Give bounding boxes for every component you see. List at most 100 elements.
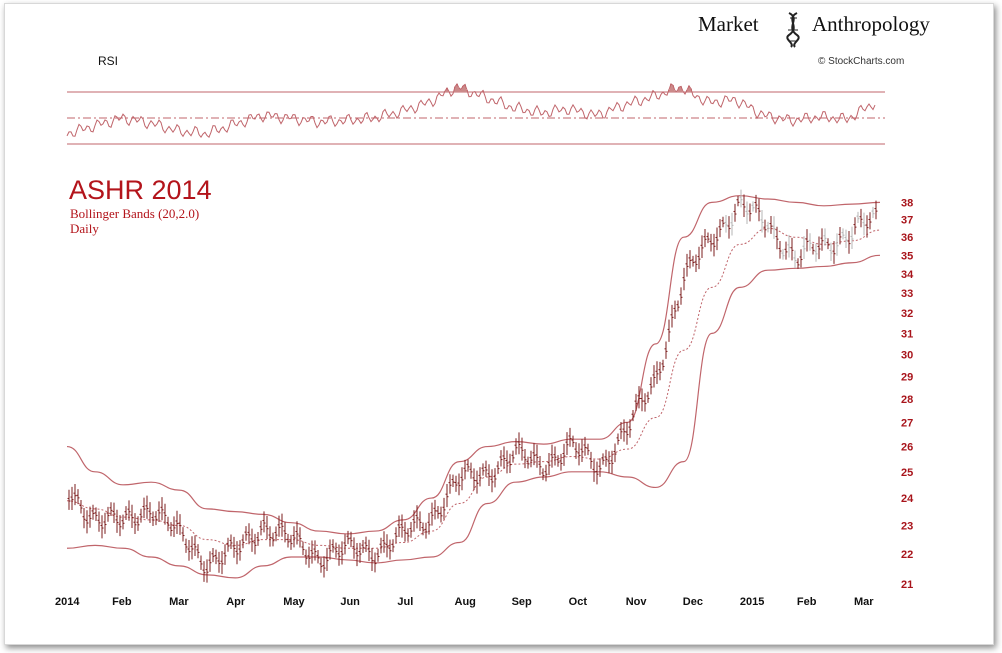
price-bar	[235, 541, 239, 565]
price-bar	[379, 537, 383, 554]
price-bar	[85, 510, 89, 534]
price-bar	[526, 456, 530, 469]
price-bar	[277, 515, 281, 537]
price-bar	[499, 450, 503, 467]
price-bar	[646, 391, 650, 403]
price-bar	[166, 516, 170, 532]
rsi-panel	[66, 82, 885, 145]
price-bar	[124, 506, 128, 520]
y-tick-label: 24	[901, 493, 914, 505]
price-bar	[700, 235, 704, 259]
price-bar	[634, 393, 638, 412]
price-bar	[559, 453, 563, 471]
price-bar	[844, 229, 848, 249]
price-bar	[817, 236, 821, 260]
price-bar	[715, 227, 719, 251]
price-bar	[796, 258, 800, 269]
price-bar	[658, 361, 662, 381]
price-bar	[151, 511, 155, 527]
price-bar	[478, 467, 482, 487]
y-tick-label: 32	[901, 308, 913, 320]
y-tick-label: 23	[901, 520, 913, 532]
price-bar	[652, 365, 656, 388]
price-bar	[790, 237, 794, 261]
price-bar	[223, 544, 227, 565]
price-bar	[637, 386, 641, 409]
y-tick-label: 33	[901, 288, 913, 300]
x-tick-label: Feb	[112, 596, 132, 608]
price-bar	[67, 489, 71, 510]
price-bar	[310, 540, 314, 564]
price-bar	[835, 233, 839, 256]
price-bar	[70, 486, 74, 511]
price-bar	[613, 443, 617, 463]
price-bar	[529, 450, 533, 468]
price-bar	[430, 502, 434, 526]
price-bar	[667, 319, 671, 342]
price-bar	[433, 499, 437, 520]
price-bar	[580, 439, 584, 463]
price-bar	[256, 532, 260, 546]
price-bar	[745, 201, 749, 225]
middle-band-line	[66, 227, 881, 549]
price-bar	[82, 507, 86, 529]
price-bar	[346, 530, 350, 545]
price-bar	[703, 229, 707, 248]
y-tick-label: 34	[901, 269, 914, 281]
price-bar	[514, 438, 518, 455]
price-bar	[115, 509, 119, 533]
price-bar	[706, 232, 710, 244]
price-bar	[373, 552, 377, 573]
price-bar	[73, 483, 77, 506]
price-bar	[469, 462, 473, 479]
price-bar	[535, 444, 539, 468]
price-bar	[121, 514, 125, 530]
price-bar	[349, 531, 353, 548]
price-bar	[463, 459, 467, 480]
price-bar	[340, 541, 344, 565]
price-bar	[685, 253, 689, 277]
price-bar	[175, 510, 179, 534]
price-bar	[811, 243, 815, 255]
y-tick-label: 28	[901, 394, 913, 406]
price-bar	[724, 214, 728, 233]
price-bar	[376, 548, 380, 562]
price-bar	[211, 548, 215, 563]
price-bar	[568, 427, 572, 447]
price-bar	[424, 522, 428, 539]
price-bar	[172, 516, 176, 538]
price-bar	[682, 267, 686, 291]
rsi-label: RSI	[98, 54, 118, 68]
price-bar	[640, 388, 644, 412]
price-bar	[238, 540, 242, 561]
price-bar	[439, 506, 443, 523]
price-bar	[181, 527, 185, 542]
price-bar	[445, 484, 449, 508]
price-bar	[355, 542, 359, 567]
price-bar	[760, 209, 764, 233]
price-bar	[493, 468, 497, 488]
price-bar	[571, 435, 575, 448]
price-bar	[286, 533, 290, 548]
price-bar	[757, 198, 761, 222]
price-bar	[595, 461, 599, 485]
price-bar	[793, 250, 797, 269]
x-tick-label: Nov	[626, 596, 648, 608]
price-bar	[217, 551, 221, 573]
price-bar	[625, 422, 629, 445]
price-bar	[718, 219, 722, 238]
price-bar	[214, 549, 218, 565]
y-tick-label: 30	[901, 350, 913, 362]
price-bar	[205, 559, 209, 583]
price-bar	[103, 512, 107, 534]
y-tick-label: 21	[901, 579, 913, 591]
price-bar	[730, 212, 734, 236]
price-bar	[118, 515, 122, 537]
y-tick-label: 27	[901, 417, 913, 429]
price-bar	[244, 526, 248, 541]
price-bar	[358, 542, 362, 563]
price-bar	[565, 432, 569, 455]
price-bar	[448, 474, 452, 494]
price-bar	[283, 522, 287, 543]
x-tick-label: May	[283, 596, 305, 608]
